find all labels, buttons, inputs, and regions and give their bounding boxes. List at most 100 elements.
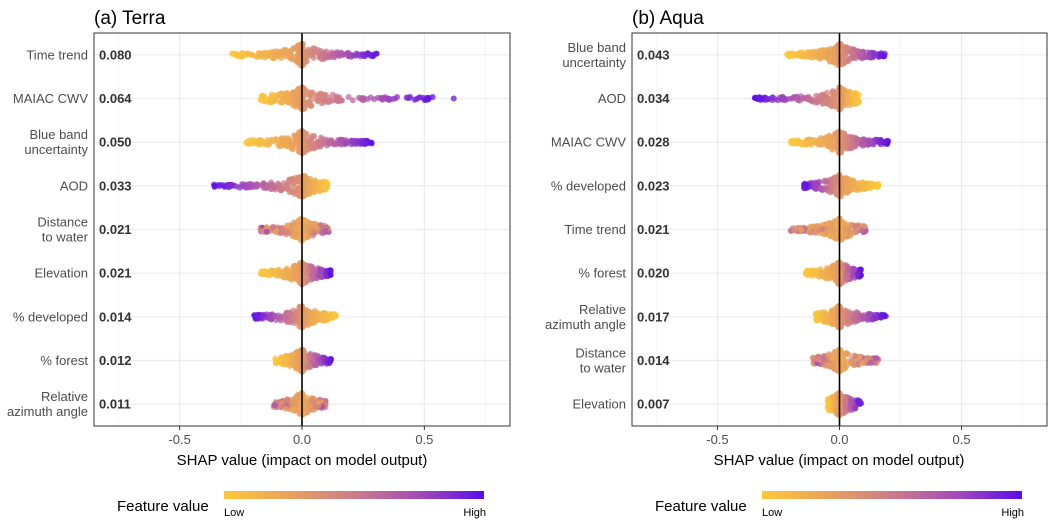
- shap-point: [833, 178, 840, 185]
- shap-point: [829, 232, 836, 239]
- shap-point: [247, 138, 254, 145]
- shap-point: [831, 58, 837, 65]
- shap-point: [268, 136, 275, 143]
- shap-point: [240, 52, 247, 58]
- legend-aqua: Feature value Low High: [655, 491, 1024, 519]
- shap-point: [329, 313, 336, 320]
- shap-point: [289, 91, 296, 98]
- shap-point: [254, 314, 261, 321]
- shap-point: [307, 91, 314, 98]
- x-tick-labels: -0.5 0.0 0.5: [706, 426, 971, 447]
- shap-point: [285, 135, 292, 142]
- feature-label: Blue band uncertainty: [562, 40, 626, 70]
- shap-point: [869, 182, 876, 189]
- shap-point: [326, 97, 333, 104]
- legend-terra: Feature value Low High: [117, 491, 486, 519]
- shap-point: [816, 137, 823, 144]
- shap-point: [794, 97, 801, 103]
- panel-title: (a) Terra: [94, 8, 166, 29]
- importance-value: 0.043: [637, 47, 670, 62]
- legend-title: Feature value: [117, 498, 209, 515]
- shap-point: [271, 402, 278, 409]
- feature-label: Distance to water: [575, 346, 626, 376]
- shap-point: [316, 272, 323, 279]
- shap-point: [314, 98, 321, 105]
- shap-point: [806, 136, 813, 143]
- shap-point: [812, 223, 819, 230]
- feature-label: % developed: [13, 309, 88, 324]
- shap-point: [826, 132, 833, 139]
- shap-point: [828, 318, 835, 325]
- shap-point: [305, 98, 312, 105]
- shap-point: [230, 51, 236, 58]
- shap-point: [872, 136, 879, 143]
- shap-point: [862, 53, 869, 60]
- shap-point: [806, 229, 813, 236]
- shap-point: [276, 92, 283, 99]
- shap-point: [268, 96, 275, 102]
- shap-point: [813, 271, 819, 278]
- x-tick-label: 0.0: [293, 432, 311, 447]
- shap-point: [282, 405, 289, 412]
- shap-point: [226, 183, 233, 190]
- shap-point: [870, 49, 877, 56]
- shap-point: [825, 403, 832, 409]
- shap-point: [276, 358, 283, 365]
- feature-label: % forest: [578, 266, 626, 281]
- shap-point: [830, 363, 837, 370]
- x-tick-label: 0.0: [830, 432, 848, 447]
- shap-point: [265, 272, 272, 279]
- x-axis-label: SHAP value (impact on model output): [177, 452, 428, 469]
- shap-point: [313, 362, 320, 369]
- shap-point: [852, 353, 859, 360]
- shap-point: [831, 226, 838, 233]
- shap-point: [261, 52, 268, 59]
- shap-point: [808, 97, 815, 104]
- shap-point: [829, 355, 835, 362]
- shap-point: [325, 54, 332, 61]
- shap-point: [848, 228, 855, 235]
- shap-point: [294, 186, 301, 193]
- shap-point: [786, 52, 793, 58]
- shap-point: [850, 360, 857, 367]
- shap-point: [831, 51, 838, 57]
- shap-point: [337, 137, 344, 144]
- shap-point: [354, 138, 361, 144]
- shap-point: [268, 225, 275, 232]
- shap-point: [305, 363, 311, 370]
- shap-point: [360, 97, 367, 104]
- shap-point: [284, 179, 291, 186]
- shap-point: [239, 181, 246, 188]
- feature-label: Relative azimuth angle: [7, 389, 88, 419]
- shap-point: [779, 93, 786, 100]
- shap-point: [323, 178, 329, 185]
- shap-point: [849, 134, 856, 141]
- shap-point: [848, 181, 855, 187]
- shap-point: [835, 150, 842, 156]
- shap-point: [288, 141, 295, 148]
- importance-value: 0.017: [637, 309, 670, 324]
- feature-label: Distance to water: [37, 215, 88, 245]
- shap-point: [830, 136, 837, 143]
- shap-point: [846, 102, 853, 109]
- shap-point: [791, 139, 797, 146]
- shap-point: [349, 97, 356, 104]
- shap-point: [359, 51, 366, 58]
- shap-point: [872, 315, 879, 322]
- shap-point: [263, 224, 270, 231]
- shap-point: [843, 138, 850, 145]
- shap-point: [809, 53, 816, 60]
- shap-point: [852, 95, 859, 102]
- shap-point: [327, 272, 334, 278]
- shap-point: [218, 181, 225, 188]
- legend-high-label: High: [463, 507, 486, 519]
- shap-point: [290, 146, 296, 153]
- shap-point: [852, 223, 859, 229]
- shap-point: [858, 227, 865, 234]
- shap-point: [333, 141, 339, 148]
- shap-point: [300, 129, 306, 136]
- shap-point: [827, 187, 834, 194]
- shap-point: [851, 405, 858, 412]
- shap-point: [841, 232, 848, 239]
- shap-point: [306, 191, 313, 198]
